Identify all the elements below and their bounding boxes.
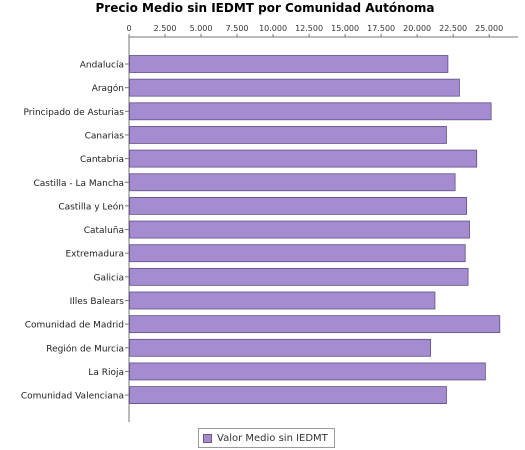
- x-tick-label: 12.500: [295, 24, 323, 33]
- category-label: Región de Murcia: [46, 343, 124, 354]
- x-tick-label: 25.000: [475, 24, 503, 33]
- chart-title: Precio Medio sin IEDMT por Comunidad Aut…: [96, 1, 435, 15]
- category-label: Galicia: [94, 273, 124, 283]
- category-label: Aragón: [92, 83, 124, 94]
- category-label: Principado de Asturias: [23, 108, 124, 118]
- bar: [129, 315, 501, 334]
- x-tick-label: 20.000: [403, 24, 431, 33]
- legend: Valor Medio sin IEDMT: [198, 428, 335, 448]
- bar: [129, 102, 492, 121]
- bar: [129, 291, 436, 310]
- bar: [129, 78, 460, 97]
- bar: [129, 244, 466, 263]
- category-label: Comunidad Valenciana: [21, 392, 124, 402]
- category-label: Castilla - La Mancha: [33, 179, 124, 189]
- bar: [129, 126, 447, 144]
- category-label: Castilla y León: [58, 201, 124, 212]
- category-label: Comunidad de Madrid: [25, 321, 124, 331]
- x-tick-label: 7.500: [226, 24, 249, 33]
- x-axis: 0 2.500 5.000 7.500 10.000 12.500 15.000 17.500…: [125, 24, 518, 422]
- x-tick-label: 15.000: [331, 24, 359, 33]
- bar: [129, 362, 486, 381]
- bar: [129, 386, 447, 405]
- x-tick-label: 0: [126, 24, 131, 33]
- category-label: Cantabria: [80, 155, 124, 165]
- x-tick-label: 22.500: [439, 24, 467, 33]
- category-label: La Rioja: [88, 368, 124, 378]
- bar: [129, 149, 478, 168]
- category-labels: Andalucía Aragón Principado de Asturias Can…: [21, 61, 124, 402]
- bars: [129, 55, 501, 405]
- x-tick-label: 2.500: [154, 24, 177, 33]
- legend-label: Valor Medio sin IEDMT: [217, 432, 328, 444]
- category-label: Extremadura: [66, 250, 125, 260]
- bar: [129, 338, 432, 357]
- category-label: Cataluña: [84, 226, 124, 236]
- x-tick-label: 10.000: [259, 24, 287, 33]
- bar: [129, 196, 468, 215]
- x-tick-label: 5.000: [190, 24, 213, 33]
- legend-swatch: [203, 433, 212, 443]
- bar: [129, 267, 469, 286]
- bar: [129, 55, 449, 73]
- category-label: Illes Balears: [70, 297, 125, 307]
- bar: [129, 220, 470, 239]
- x-tick-label: 17.500: [367, 24, 395, 33]
- bar: [129, 173, 456, 192]
- category-label: Andalucía: [80, 61, 124, 71]
- category-label: Canarias: [85, 131, 125, 141]
